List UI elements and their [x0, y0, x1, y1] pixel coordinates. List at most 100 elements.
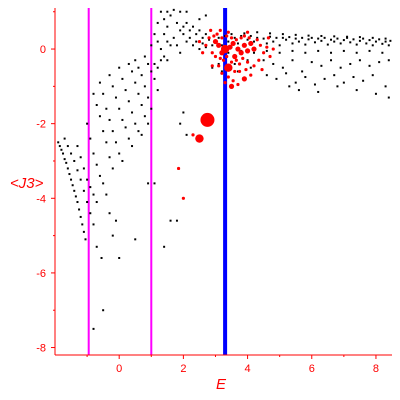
data-point — [172, 36, 175, 39]
data-point — [143, 85, 146, 88]
data-point — [294, 81, 297, 84]
data-point — [102, 309, 105, 312]
data-point — [368, 49, 371, 52]
highlight-point — [225, 34, 229, 38]
data-point — [175, 219, 178, 222]
highlight-point — [244, 67, 248, 72]
data-point — [79, 156, 82, 159]
data-point — [81, 223, 84, 226]
data-point — [108, 74, 111, 77]
data-point — [339, 42, 342, 45]
highlight-point — [251, 46, 257, 52]
data-point — [265, 74, 268, 77]
data-point — [134, 59, 137, 62]
data-point — [118, 107, 121, 110]
data-point — [265, 49, 268, 52]
data-point — [304, 51, 307, 54]
highlight-point — [258, 43, 263, 47]
data-point — [169, 14, 172, 17]
data-point — [217, 36, 220, 39]
data-point — [355, 43, 358, 46]
data-point — [118, 152, 121, 155]
data-point — [243, 32, 246, 35]
data-point — [74, 195, 77, 198]
data-point — [236, 42, 239, 45]
data-point — [368, 39, 371, 42]
data-point — [140, 133, 143, 136]
data-point — [134, 238, 137, 241]
x-ticks: 0 2 4 6 8 — [86, 355, 379, 375]
data-point — [70, 178, 73, 181]
highlight-point — [218, 56, 222, 60]
data-point — [333, 74, 336, 77]
data-point — [352, 76, 355, 79]
highlight-point — [226, 75, 230, 79]
data-point — [317, 49, 320, 52]
highlight-point — [181, 196, 185, 200]
data-point — [182, 25, 185, 28]
data-point — [320, 64, 323, 67]
data-point — [108, 212, 111, 215]
data-point — [185, 133, 188, 136]
highlight-point — [197, 39, 202, 44]
highlight-point — [230, 40, 236, 47]
data-point — [192, 25, 195, 28]
data-point — [89, 212, 92, 215]
data-point — [166, 10, 169, 13]
data-point — [198, 18, 201, 21]
data-point — [153, 182, 156, 185]
data-point — [137, 66, 140, 69]
data-point — [86, 122, 89, 125]
data-point — [79, 178, 82, 181]
data-point — [179, 122, 182, 125]
data-point — [201, 42, 204, 45]
x-tick-label: 6 — [309, 363, 315, 375]
data-point — [182, 33, 185, 36]
data-point — [297, 40, 300, 43]
data-point — [76, 145, 79, 148]
data-point — [131, 70, 134, 73]
data-point — [384, 85, 387, 88]
data-point — [127, 62, 130, 65]
highlight-point — [207, 36, 211, 40]
data-point — [131, 111, 134, 114]
highlight-point — [241, 56, 245, 60]
data-point — [249, 34, 252, 37]
highlight-point — [216, 42, 222, 48]
highlight-point — [225, 54, 229, 59]
data-point — [285, 38, 288, 41]
data-point — [63, 158, 66, 161]
highlight-point — [176, 166, 181, 171]
data-point — [95, 245, 98, 248]
data-point — [336, 37, 339, 40]
data-point — [92, 327, 95, 330]
data-point — [333, 40, 336, 43]
data-point — [179, 51, 182, 54]
highlight-point — [245, 30, 250, 34]
data-point — [233, 62, 236, 65]
data-point — [131, 145, 134, 148]
data-point — [111, 85, 114, 88]
data-point — [256, 36, 259, 39]
data-point — [102, 92, 105, 95]
highlight-point — [242, 34, 246, 38]
data-point — [384, 40, 387, 43]
data-point — [121, 159, 124, 162]
data-point — [304, 76, 307, 79]
data-point — [217, 62, 220, 65]
data-point — [188, 36, 191, 39]
data-point — [281, 66, 284, 69]
data-point — [137, 130, 140, 133]
data-point — [153, 62, 156, 65]
data-point — [124, 89, 127, 92]
data-point — [124, 126, 127, 129]
data-point — [198, 29, 201, 32]
data-point — [70, 152, 73, 155]
data-point — [224, 34, 227, 37]
data-point — [313, 41, 316, 44]
data-point — [114, 141, 117, 144]
highlight-point — [227, 44, 233, 50]
data-point — [374, 40, 377, 43]
highlight-point — [229, 60, 234, 64]
